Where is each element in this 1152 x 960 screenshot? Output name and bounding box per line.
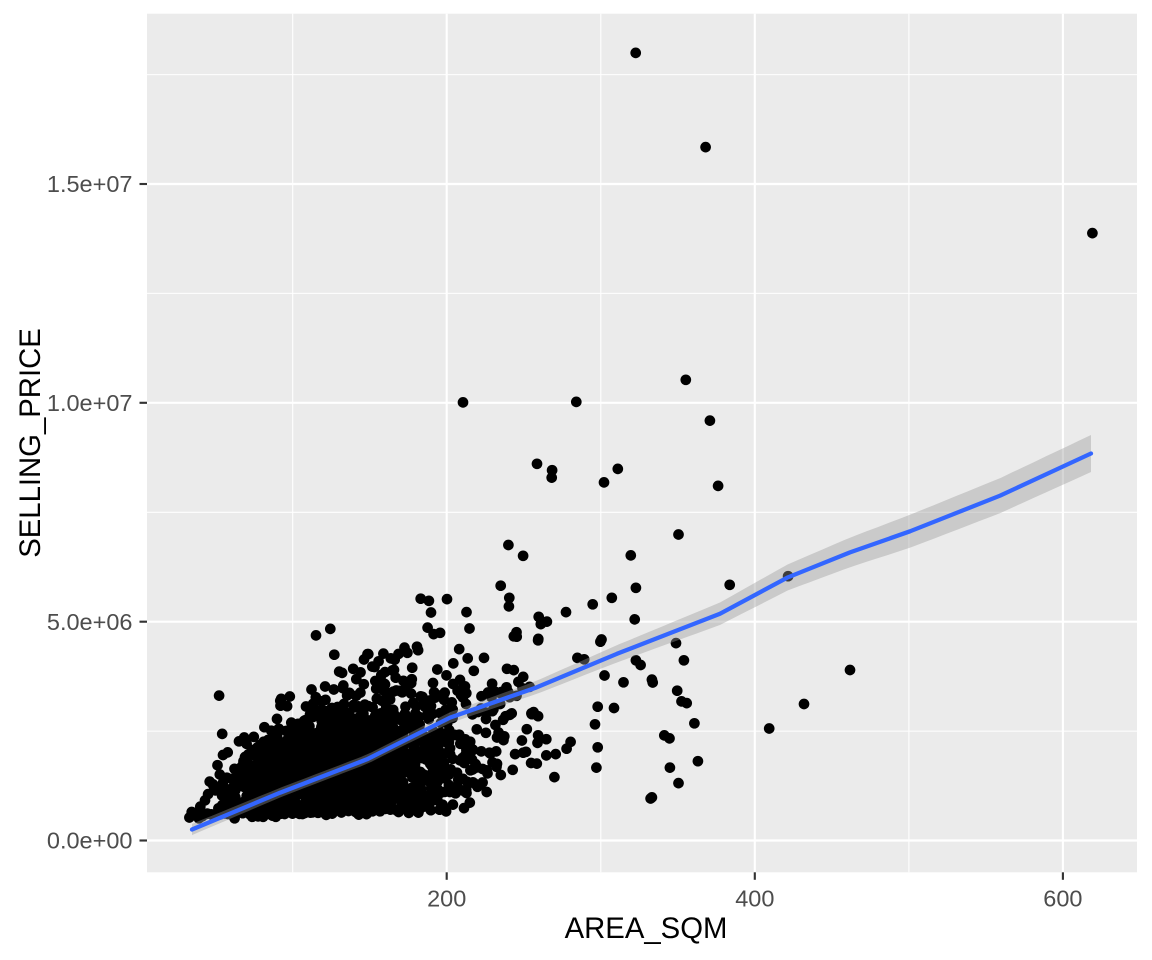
svg-text:1.0e+07: 1.0e+07	[47, 390, 133, 416]
svg-text:1.5e+07: 1.5e+07	[47, 171, 133, 197]
svg-text:0.0e+00: 0.0e+00	[47, 828, 133, 854]
svg-text:400: 400	[735, 885, 774, 911]
svg-text:200: 200	[427, 885, 466, 911]
svg-text:600: 600	[1043, 885, 1082, 911]
svg-text:5.0e+06: 5.0e+06	[47, 609, 133, 635]
svg-text:SELLING_PRICE: SELLING_PRICE	[14, 328, 47, 558]
svg-text:AREA_SQM: AREA_SQM	[565, 912, 728, 945]
